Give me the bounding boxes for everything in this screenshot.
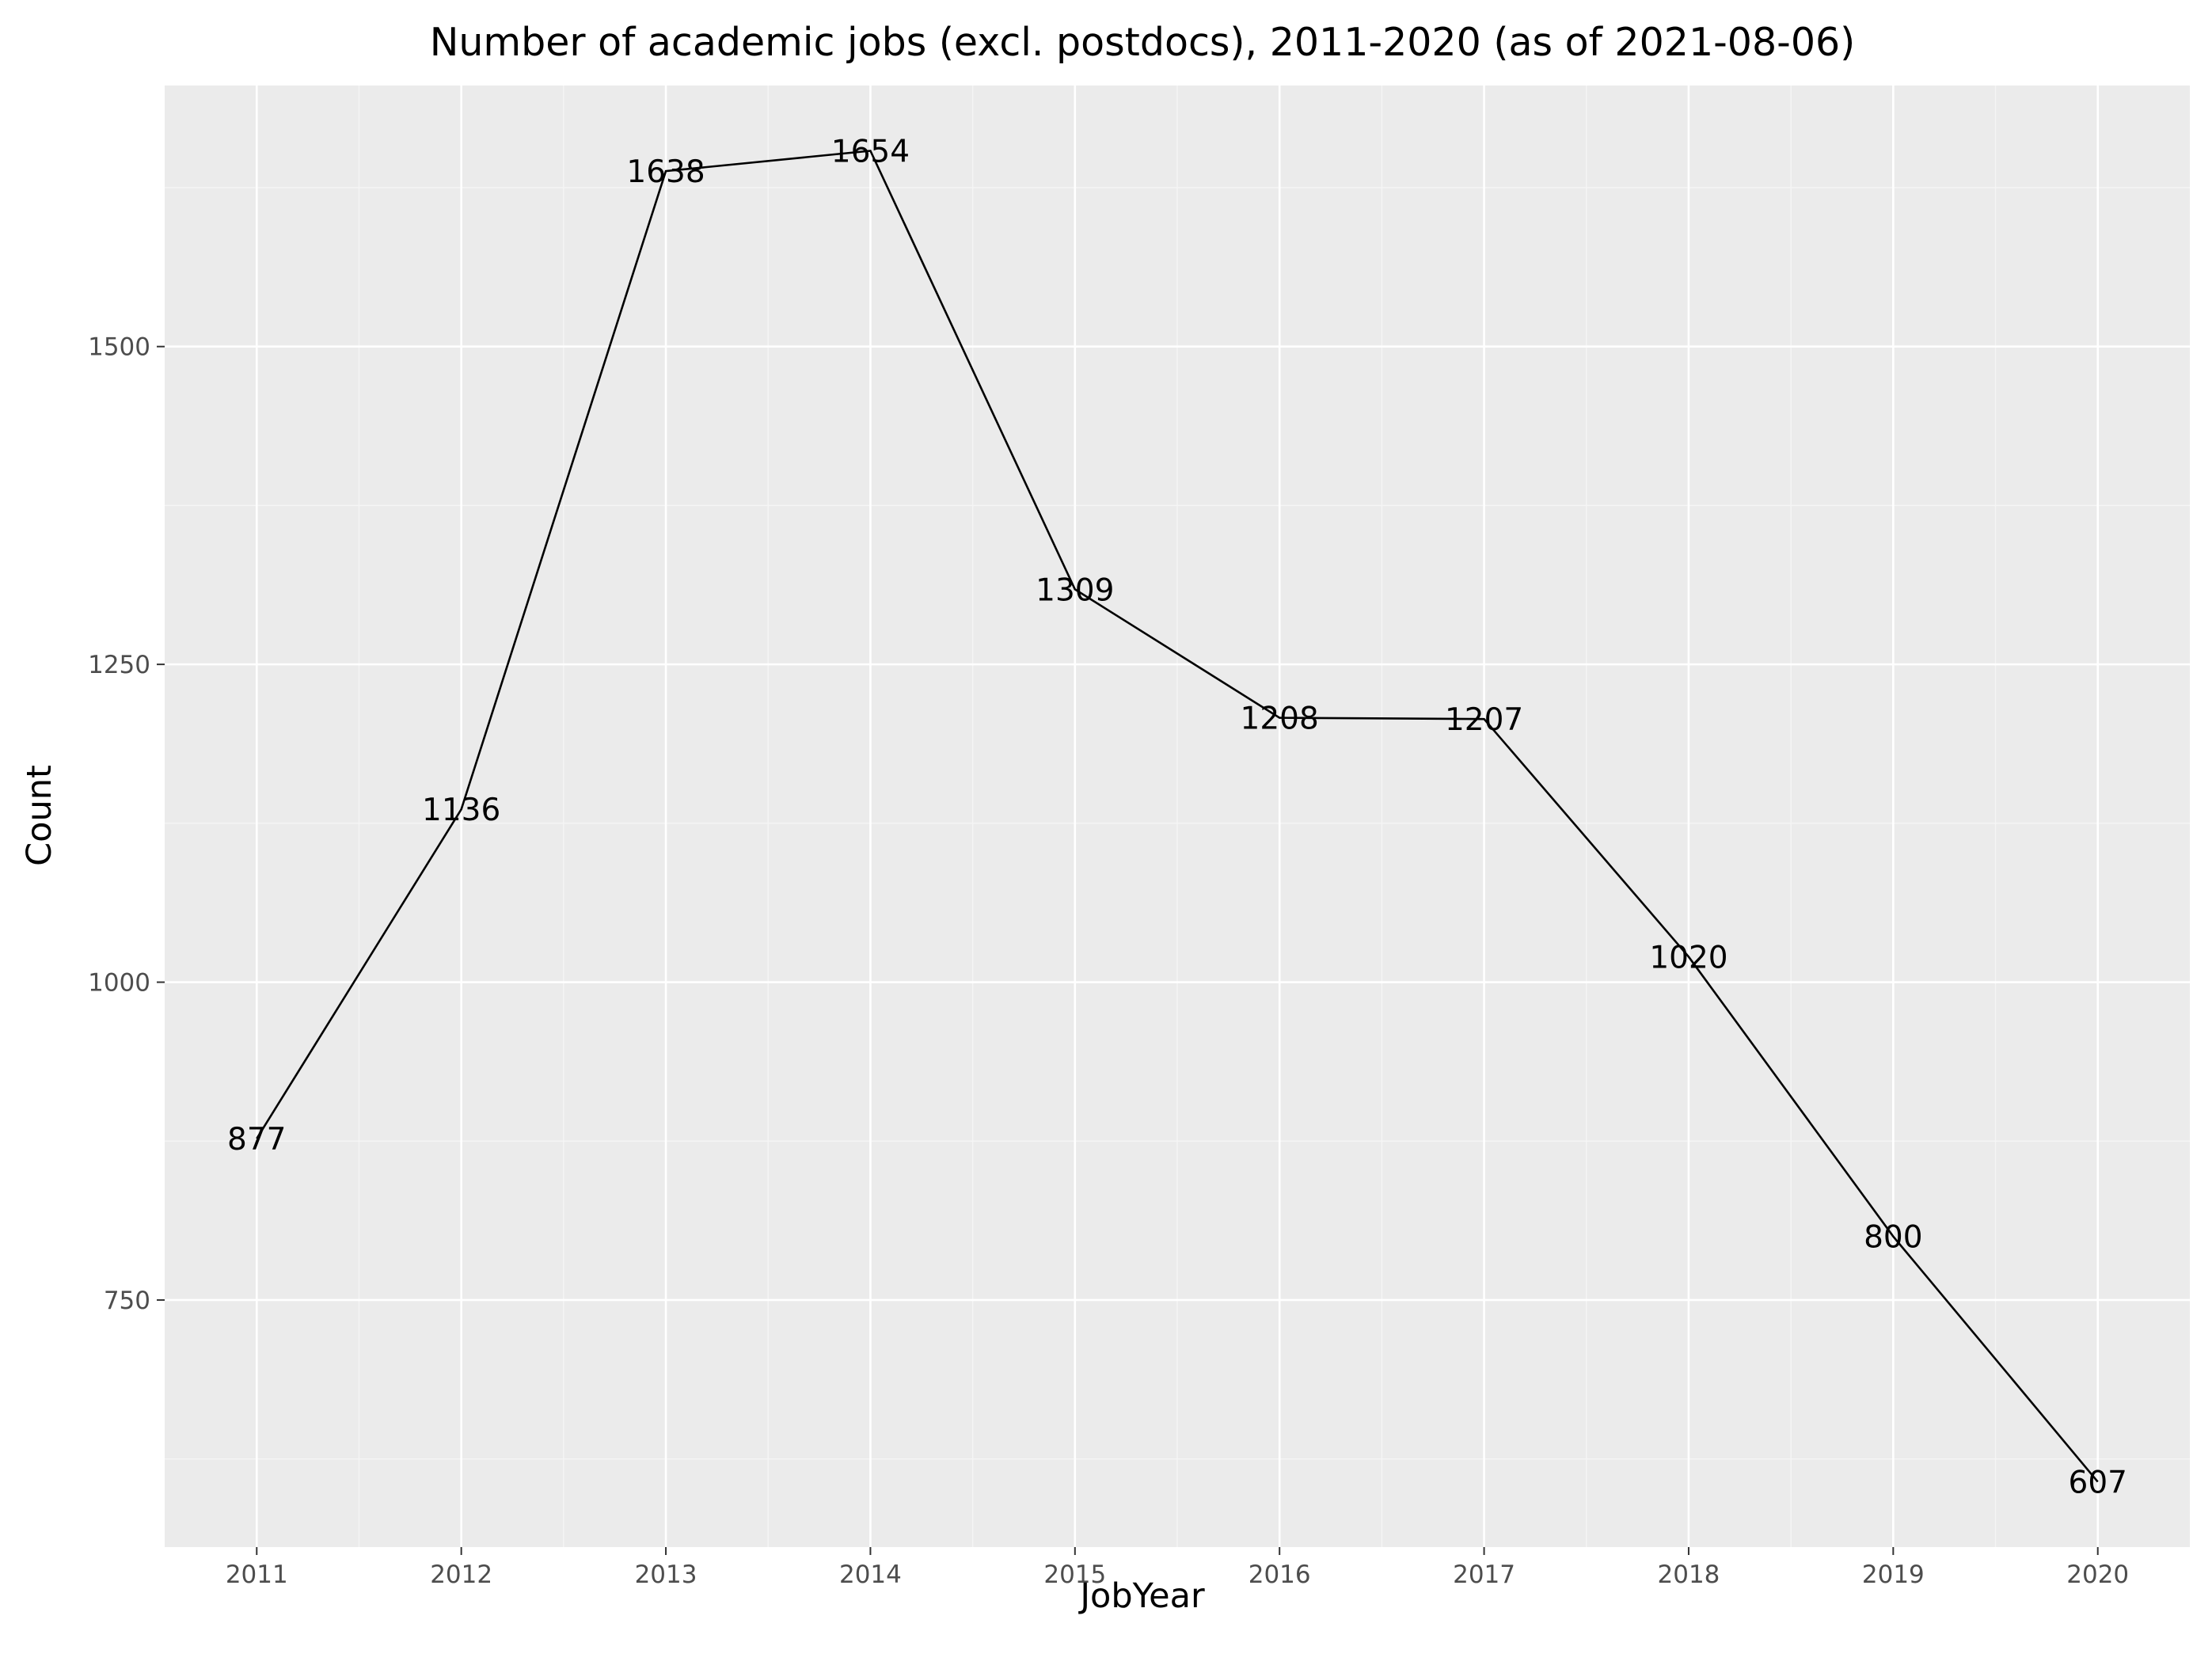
data-label: 1207 (1445, 702, 1523, 738)
series-line (256, 150, 2099, 1483)
y-tick-label: 1250 (88, 651, 150, 679)
x-tick-label: 2014 (839, 1561, 902, 1589)
minor-gridlines (165, 86, 2190, 1547)
y-tick-label: 750 (104, 1287, 150, 1315)
y-tick-label: 1500 (88, 333, 150, 362)
x-tick-label: 2018 (1658, 1561, 1720, 1589)
data-label: 1020 (1649, 940, 1727, 975)
data-label: 1654 (831, 134, 910, 169)
data-label: 1309 (1036, 572, 1114, 608)
y-axis-title: Count (20, 765, 59, 866)
x-tick-label: 2012 (430, 1561, 492, 1589)
data-label: 1208 (1241, 701, 1319, 737)
x-tick-label: 2013 (635, 1561, 697, 1589)
data-label: 1136 (422, 793, 500, 828)
data-label: 607 (2069, 1466, 2127, 1501)
x-axis-title: JobYear (1077, 1576, 1205, 1616)
y-axis: 750 1000 1250 1500 (88, 333, 165, 1315)
x-tick-label: 2019 (1862, 1561, 1925, 1589)
data-labels: 877 1136 1638 1654 1309 1208 1207 1020 800 607 (227, 134, 2127, 1500)
x-tick-label: 2020 (2066, 1561, 2129, 1589)
x-tick-label: 2011 (226, 1561, 288, 1589)
x-tick-label: 2015 (1043, 1561, 1106, 1589)
chart-title: Number of academic jobs (excl. postdocs)… (430, 20, 1856, 65)
data-label: 1638 (626, 154, 705, 190)
x-axis: 2011 2012 2013 2014 2015 2016 2017 2018 2019 2020 (226, 1547, 2129, 1589)
y-tick-label: 1000 (88, 969, 150, 998)
major-gridlines (165, 86, 2190, 1547)
data-label: 800 (1864, 1220, 1922, 1256)
x-tick-label: 2017 (1453, 1561, 1515, 1589)
data-label: 877 (227, 1122, 286, 1158)
x-tick-label: 2016 (1249, 1561, 1311, 1589)
